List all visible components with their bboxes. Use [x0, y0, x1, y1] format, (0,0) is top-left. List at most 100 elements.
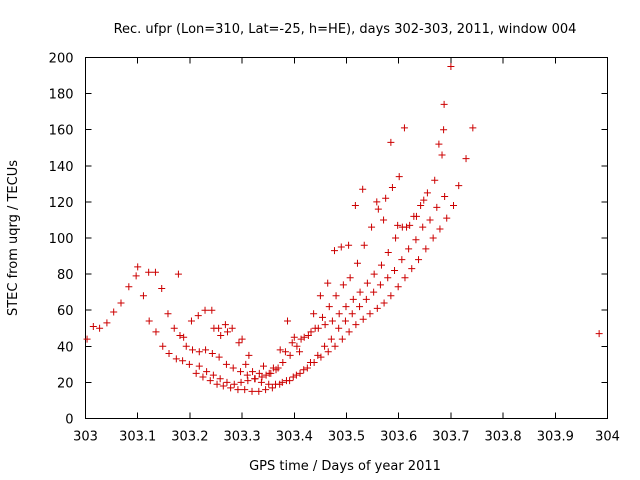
data-point: [158, 285, 166, 293]
data-point: [450, 202, 458, 210]
data-point: [255, 387, 263, 395]
data-point: [208, 350, 216, 358]
data-point: [284, 317, 292, 325]
data-point: [335, 310, 343, 318]
data-point: [415, 256, 423, 264]
data-point: [423, 189, 431, 197]
data-point: [176, 331, 184, 339]
x-axis-label: GPS time / Days of year 2011: [249, 459, 441, 474]
data-point: [387, 292, 395, 300]
data-point: [262, 371, 270, 379]
data-point: [321, 321, 329, 329]
data-point: [325, 303, 333, 311]
data-point: [228, 324, 236, 332]
data-point: [440, 100, 448, 108]
data-point: [406, 221, 414, 229]
data-point: [296, 348, 304, 356]
data-point: [202, 346, 210, 354]
data-point: [279, 359, 287, 367]
data-point: [296, 369, 304, 377]
data-point: [316, 292, 324, 300]
data-point: [209, 371, 217, 379]
data-point: [337, 243, 345, 251]
data-point: [469, 124, 477, 132]
data-point: [221, 321, 229, 329]
data-point: [229, 364, 237, 372]
data-point: [324, 348, 332, 356]
data-point: [258, 373, 266, 381]
data-point: [373, 198, 381, 206]
data-point: [297, 335, 305, 343]
x-tick-label: 303.2: [171, 430, 208, 445]
data-point: [405, 245, 413, 253]
data-point: [314, 351, 322, 359]
data-point: [351, 202, 359, 210]
data-point: [380, 299, 388, 307]
data-point: [238, 335, 246, 343]
x-tick-label: 303.7: [432, 430, 469, 445]
data-point: [455, 182, 463, 190]
data-point: [234, 386, 242, 394]
y-tick-label: 140: [49, 160, 74, 175]
data-point: [281, 348, 289, 356]
x-tick-label: 303.3: [223, 430, 260, 445]
data-point: [431, 176, 439, 184]
data-point: [435, 140, 443, 148]
data-point: [370, 270, 378, 278]
data-point: [318, 313, 326, 321]
data-point: [219, 382, 227, 390]
y-axis: 0 20 40 60 80 100 120 140 160 180 200: [49, 52, 608, 428]
data-point: [345, 241, 353, 249]
data-point: [103, 319, 111, 327]
data-point: [370, 288, 378, 296]
data-point: [182, 342, 190, 350]
data-point: [249, 368, 257, 376]
y-tick-label: 20: [57, 376, 74, 391]
data-point: [165, 350, 173, 358]
data-point: [398, 256, 406, 264]
data-point: [222, 360, 230, 368]
data-point: [368, 223, 376, 231]
data-point: [243, 371, 251, 379]
data-point: [132, 272, 140, 280]
data-point: [330, 247, 338, 255]
y-tick-label: 60: [57, 304, 74, 319]
data-point: [276, 346, 284, 354]
data-point: [394, 221, 402, 229]
data-point: [359, 315, 367, 323]
data-point: [304, 331, 312, 339]
data-point: [139, 292, 147, 300]
data-point: [335, 324, 343, 332]
data-point: [359, 185, 367, 193]
data-point: [342, 303, 350, 311]
data-point: [208, 306, 216, 314]
data-point: [400, 124, 408, 132]
data-point: [185, 360, 193, 368]
data-point: [380, 216, 388, 224]
data-point: [237, 368, 245, 376]
chart-title: Rec. ufpr (Lon=310, Lat=-25, h=HE), days…: [114, 22, 577, 37]
data-point: [391, 266, 399, 274]
data-point: [125, 283, 133, 291]
data-point: [89, 322, 97, 330]
data-point: [395, 173, 403, 181]
data-point: [210, 324, 218, 332]
data-point: [170, 324, 178, 332]
data-point: [203, 368, 211, 376]
data-point: [300, 366, 308, 374]
x-tick-label: 303: [73, 430, 98, 445]
data-point: [268, 384, 276, 392]
data-point: [164, 310, 172, 318]
data-point: [96, 324, 104, 332]
data-point: [443, 214, 451, 222]
data-point: [251, 375, 259, 383]
data-point: [151, 268, 159, 276]
data-point: [293, 342, 301, 350]
data-point: [145, 268, 153, 276]
data-point: [179, 357, 187, 365]
data-point: [438, 151, 446, 159]
x-tick-label: 303.6: [380, 430, 417, 445]
data-point: [278, 378, 286, 386]
data-point: [217, 331, 225, 339]
